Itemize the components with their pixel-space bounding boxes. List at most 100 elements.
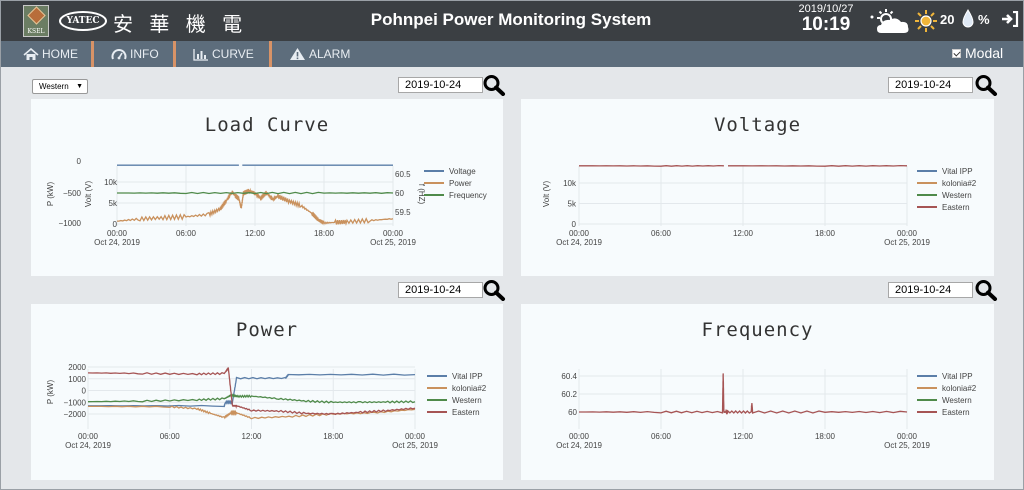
- y-tick-label: 5k: [109, 199, 118, 208]
- power-date-input[interactable]: 2019-10-24: [398, 282, 483, 298]
- nav-home[interactable]: HOME: [15, 41, 78, 67]
- load-date-input[interactable]: 2019-10-24: [398, 77, 483, 93]
- search-icon[interactable]: [482, 74, 506, 96]
- series-line-eastern: [579, 164, 724, 167]
- legend-label: Vital IPP: [452, 372, 483, 381]
- x-date-label: Oct 25, 2019: [884, 441, 930, 450]
- y-tick-label: 59.5: [395, 208, 411, 217]
- x-tick-label: 00:00: [897, 229, 918, 238]
- y-axis-label: f (HZ): [417, 184, 426, 205]
- power-title: Power: [235, 319, 299, 341]
- load-curve-title: Load Curve: [204, 114, 330, 136]
- legend-label: Western: [942, 191, 972, 200]
- y-tick-label: −1000: [59, 219, 82, 228]
- y-tick-label: −2000: [64, 410, 87, 419]
- bar-chart-icon: [193, 48, 208, 61]
- y-tick-label: −1000: [64, 398, 87, 407]
- legend-label: kolonia#2: [452, 384, 487, 393]
- x-tick-label: 00:00: [107, 229, 128, 238]
- y-tick-label: 0: [77, 157, 82, 166]
- series-line-eastern: [87, 367, 416, 416]
- y-tick-label: 0: [82, 387, 87, 396]
- gauge-icon: [111, 48, 127, 59]
- x-tick-label: 06:00: [160, 432, 181, 441]
- modal-label: Modal: [965, 45, 1004, 61]
- search-icon[interactable]: [974, 279, 998, 301]
- y-tick-label: 60: [568, 408, 577, 417]
- nav-curve[interactable]: CURVE: [185, 41, 254, 67]
- x-date-label: Oct 24, 2019: [65, 441, 111, 450]
- series-line-eastern: [579, 373, 908, 415]
- voltage-date-input[interactable]: 2019-10-24: [888, 77, 973, 93]
- x-tick-label: 18:00: [815, 229, 836, 238]
- legend-label: Power: [449, 179, 472, 188]
- frequency-title: Frequency: [701, 319, 814, 341]
- legend-label: kolonia#2: [942, 179, 977, 188]
- y-tick-label: 0: [572, 220, 577, 229]
- modal-checkbox[interactable]: [952, 48, 961, 58]
- search-icon[interactable]: [482, 279, 506, 301]
- power-panel: Power 00:00 06:00 12:00 18:00 00:00 Oct 24, 2…: [31, 304, 503, 480]
- x-tick-label: 18:00: [314, 229, 335, 238]
- header-date: 2019/10/27: [798, 3, 854, 15]
- y-tick-label: 10k: [104, 178, 118, 187]
- humidity-value: %: [978, 12, 990, 27]
- legend-label: Voltage: [449, 167, 476, 176]
- nav-home-label: HOME: [42, 47, 78, 61]
- y-tick-label: 60.4: [561, 372, 577, 381]
- nav-info[interactable]: INFO: [103, 41, 159, 67]
- site-select[interactable]: Western ▼: [32, 79, 88, 94]
- company-name: 安 華 機 電: [113, 12, 248, 36]
- y-tick-label: 5k: [568, 200, 577, 209]
- y-axis-label: P (kW): [46, 380, 55, 405]
- x-tick-label: 18:00: [323, 432, 344, 441]
- legend-label: Eastern: [452, 408, 480, 417]
- frequency-date-input[interactable]: 2019-10-24: [888, 282, 973, 298]
- series-line-western: [87, 393, 416, 404]
- site-select-value: Western: [39, 82, 69, 91]
- load-curve-panel: Load Curve 00:00 06:00 12:00 18:00 00:00 Oct …: [31, 99, 503, 276]
- nav-curve-label: CURVE: [212, 47, 254, 61]
- y-axis-label: Volt (V): [542, 181, 551, 208]
- nav-info-label: INFO: [130, 47, 159, 61]
- ksel-logo: KSEL: [23, 5, 49, 37]
- header-clock: 10:19: [801, 14, 851, 35]
- y-tick-label: 1000: [68, 375, 86, 384]
- y-tick-label: −500: [63, 189, 82, 198]
- x-tick-label: 06:00: [176, 229, 197, 238]
- main-nav: HOME INFO CURVE: [1, 41, 1023, 67]
- x-tick-label: 18:00: [815, 432, 836, 441]
- series-line-power: [117, 187, 394, 227]
- legend-label: Eastern: [942, 203, 970, 212]
- x-tick-label: 00:00: [897, 432, 918, 441]
- y-tick-label: 2000: [68, 363, 86, 372]
- nav-alarm[interactable]: ALARM: [281, 41, 350, 67]
- x-date-label: Oct 25, 2019: [370, 238, 416, 247]
- y-tick-label: 10k: [563, 179, 577, 188]
- y-axis-label: Volt (V): [84, 181, 93, 208]
- legend-label: Vital IPP: [942, 167, 973, 176]
- yatec-logo: YATEC: [59, 11, 107, 31]
- logout-icon[interactable]: [1001, 11, 1019, 27]
- x-tick-label: 12:00: [245, 229, 266, 238]
- modal-toggle[interactable]: Modal: [952, 45, 1003, 61]
- voltage-title: Voltage: [713, 114, 802, 136]
- caret-down-icon: ▼: [76, 83, 83, 90]
- nav-divider: [91, 41, 94, 67]
- y-tick-label: 0: [113, 220, 118, 229]
- nav-alarm-label: ALARM: [309, 47, 351, 61]
- x-tick-label: 12:00: [733, 229, 754, 238]
- app-header: KSEL YATEC 安 華 機 電 Pohnpei Power Monitor…: [1, 1, 1023, 41]
- search-icon[interactable]: [974, 74, 998, 96]
- legend-label: Western: [452, 396, 482, 405]
- x-date-label: Oct 24, 2019: [556, 238, 602, 247]
- y-tick-label: 60: [395, 189, 404, 198]
- y-axis-label: P (kW): [46, 182, 55, 207]
- x-date-label: Oct 24, 2019: [94, 238, 140, 247]
- legend-label: Vital IPP: [942, 372, 973, 381]
- x-date-label: Oct 25, 2019: [884, 238, 930, 247]
